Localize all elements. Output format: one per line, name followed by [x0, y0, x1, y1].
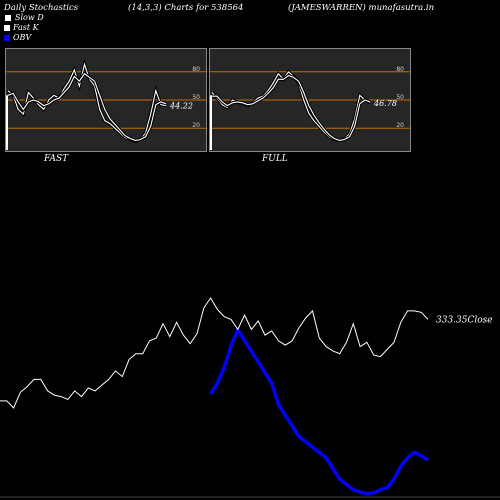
y-tick-label: 50 — [192, 94, 200, 101]
obv-line — [209, 328, 429, 496]
y-tick-label: 80 — [396, 66, 404, 73]
last-value-label: 44.22 — [169, 102, 193, 111]
chart-title: Daily Stochastics — [4, 3, 79, 13]
y-tick-label: 80 — [192, 66, 200, 73]
y-tick-label: 50 — [396, 94, 404, 101]
series-line-slow-d — [7, 72, 167, 141]
legend-swatch — [4, 25, 10, 31]
site-credit: (JAMESWARREN) munafasutra.in — [288, 3, 435, 13]
series-outline-1 — [7, 71, 167, 143]
series-outline-0 — [210, 69, 371, 143]
legend-fast-k: Fast K — [4, 23, 39, 32]
close-price-line — [0, 297, 429, 409]
full-panel-label: FULL — [262, 154, 288, 164]
legend-swatch — [4, 35, 10, 41]
series-line-slow-d — [212, 74, 371, 141]
series-line-fast-k — [211, 70, 371, 141]
close-value-label: 333.35Close — [436, 315, 493, 325]
fast-panel-label: FAST — [44, 154, 69, 164]
legend-slow-d: Slow D — [4, 13, 44, 22]
y-tick-label: 20 — [396, 122, 404, 129]
series-outline-1 — [212, 73, 371, 143]
last-value-label: 46.78 — [373, 99, 397, 108]
legend-swatch — [4, 14, 12, 22]
chart-subtitle: (14,3,3) Charts for 538564 — [128, 3, 244, 13]
y-tick-label: 20 — [192, 122, 200, 129]
legend-obv: OBV — [4, 33, 31, 42]
